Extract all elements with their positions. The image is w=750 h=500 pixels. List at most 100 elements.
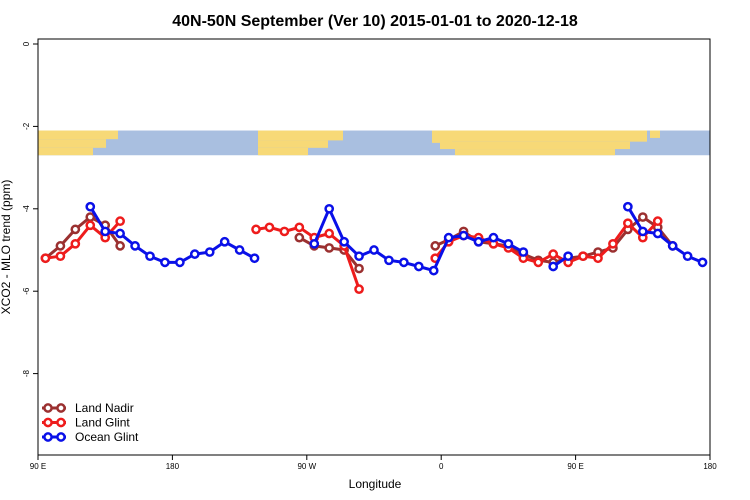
ocean-glint-point — [145, 251, 155, 262]
map-land — [38, 130, 118, 140]
y-tick-label: -6 — [22, 287, 31, 295]
land-glint-point — [294, 222, 305, 233]
ocean-glint-point — [100, 226, 111, 237]
x-tick-label: 90 E — [30, 462, 46, 471]
x-axis-label: Longitude — [349, 477, 402, 491]
land-glint-point — [324, 228, 335, 239]
x-tick-label: 180 — [703, 462, 717, 471]
ocean-glint-point — [160, 257, 170, 268]
land-glint-point — [70, 238, 81, 249]
legend-marker — [43, 417, 53, 428]
y-tick-label: -4 — [22, 205, 31, 213]
ocean-glint-point — [219, 236, 230, 247]
ocean-glint-point — [234, 245, 245, 255]
land-glint-point — [533, 257, 544, 268]
x-axis: 90 E 180 90 W 0 90 E 180 — [30, 455, 717, 471]
ocean-glint-point — [667, 241, 678, 251]
legend-label: Land Nadir — [75, 401, 134, 415]
ocean-glint-point — [384, 255, 394, 266]
map-land — [258, 130, 343, 141]
ocean-glint-point — [85, 201, 96, 212]
land-glint-point — [354, 284, 364, 294]
ocean-glint-point — [189, 249, 200, 259]
ocean-glint-point — [488, 232, 499, 243]
world-map-band — [38, 130, 710, 156]
ocean-glint-point — [518, 247, 529, 257]
x-tick-label: 0 — [439, 462, 444, 471]
ocean-glint-point — [473, 236, 484, 247]
legend-marker — [56, 403, 66, 413]
ocean-glint-point — [637, 226, 648, 237]
land-glint-point — [55, 251, 66, 262]
ocean-glint-point — [339, 236, 349, 247]
land-glint-point — [608, 238, 618, 249]
legend-item-land-glint: Land Glint — [42, 416, 130, 430]
legend-label: Land Glint — [75, 416, 130, 430]
ocean-glint-point — [399, 257, 409, 268]
ocean-glint-point — [548, 261, 559, 272]
legend-label: Ocean Glint — [75, 430, 139, 444]
legend-marker — [43, 432, 53, 442]
x-tick-label: 180 — [166, 462, 180, 471]
ocean-glint-point — [354, 251, 364, 262]
land-nadir-point — [637, 212, 648, 222]
map-land — [38, 139, 106, 148]
land-glint-point — [115, 216, 125, 227]
map-land — [455, 149, 615, 156]
ocean-glint-point — [458, 230, 469, 241]
legend-item-land-nadir: Land Nadir — [42, 401, 134, 415]
land-glint-point — [652, 216, 663, 227]
map-land — [440, 141, 630, 150]
land-glint-point — [85, 220, 96, 231]
ocean-glint-point — [443, 232, 454, 243]
plot-frame — [37, 38, 711, 456]
land-glint-point — [548, 249, 559, 259]
ocean-glint-point — [413, 261, 424, 272]
map-land — [258, 147, 308, 156]
land-nadir-point — [85, 212, 96, 222]
ocean-glint-point — [563, 251, 573, 262]
map-land — [452, 130, 647, 142]
legend-item-ocean-glint: Ocean Glint — [42, 430, 139, 444]
ocean-glint-point — [682, 251, 693, 262]
land-nadir-point — [430, 241, 441, 251]
legend-marker — [56, 432, 66, 442]
land-glint-point — [251, 224, 261, 235]
y-axis: 0 -2 -4 -6 -8 — [22, 41, 38, 377]
land-glint-line — [255, 225, 361, 290]
land-glint-point — [264, 222, 275, 233]
chart-title: 40N-50N September (Ver 10) 2015-01-01 to… — [172, 13, 578, 30]
land-nadir-point — [324, 243, 335, 253]
ocean-glint-point — [175, 257, 185, 268]
land-glint-point — [623, 218, 633, 229]
series-ocean-glint — [85, 201, 708, 276]
x-tick-label: 90 W — [297, 462, 316, 471]
map-land — [432, 130, 452, 143]
y-tick-label: 0 — [22, 41, 31, 46]
land-glint-point — [40, 253, 51, 264]
y-tick-label: -8 — [22, 369, 31, 377]
ocean-glint-point — [623, 201, 633, 212]
ocean-glint-point — [309, 238, 320, 249]
land-glint-point — [578, 251, 588, 262]
ocean-glint-point — [697, 257, 708, 268]
y-axis-label: XCO2 - MLO trend (ppm) — [0, 180, 13, 315]
ocean-glint-line — [89, 205, 256, 264]
land-nadir-point — [55, 241, 66, 251]
land-nadir-point — [294, 232, 305, 243]
land-nadir-point — [70, 224, 81, 235]
legend-marker — [56, 417, 66, 428]
y-tick-label: -2 — [22, 122, 31, 130]
ocean-glint-point — [503, 238, 514, 249]
x-tick-label: 90 E — [567, 462, 583, 471]
land-glint-line — [434, 220, 659, 264]
land-nadir-point — [115, 241, 125, 251]
series-layer — [40, 201, 708, 294]
land-nadir-point — [354, 263, 364, 274]
ocean-glint-point — [324, 203, 335, 214]
land-glint-point — [279, 226, 290, 237]
ocean-glint-point — [204, 247, 215, 257]
map-land — [258, 140, 328, 148]
ocean-glint-point — [428, 265, 439, 276]
